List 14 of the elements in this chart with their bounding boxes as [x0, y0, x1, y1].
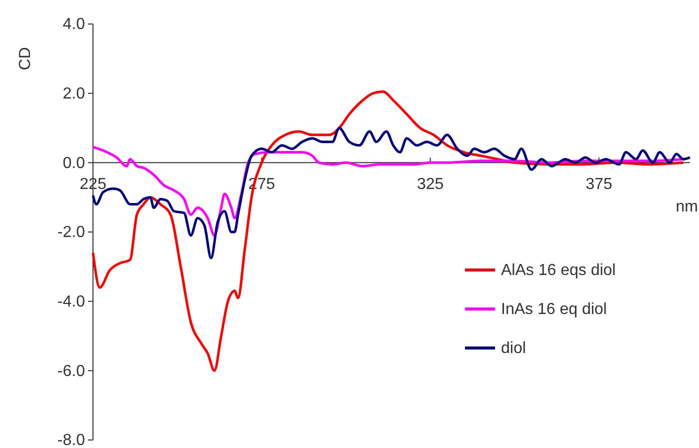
- y-tick-label: -4.0: [57, 293, 86, 310]
- y-tick-label: -8.0: [57, 432, 86, 448]
- y-tick-label: 0.0: [62, 154, 86, 172]
- legend-label: InAs 16 eq diol: [501, 301, 607, 318]
- legend-label: diol: [501, 340, 526, 357]
- y-tick-label: -6.0: [57, 362, 86, 380]
- x-axis-title: nm: [676, 198, 698, 216]
- y-tick-label: 2.0: [62, 85, 86, 102]
- x-tick-label: 325: [416, 176, 444, 194]
- y-tick-label: 4.0: [62, 16, 86, 34]
- y-tick-label: -2.0: [57, 224, 86, 242]
- x-tick-label: 375: [586, 176, 612, 194]
- legend-label: AlAs 16 eqs diol: [501, 262, 616, 279]
- y-axis-title: CD: [17, 47, 34, 70]
